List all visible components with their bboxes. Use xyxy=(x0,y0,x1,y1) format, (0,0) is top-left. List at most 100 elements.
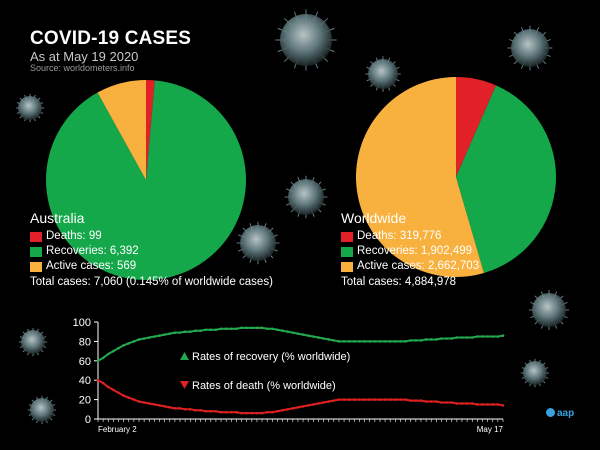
recovery-rate-point xyxy=(168,332,172,335)
recovery-rate-point xyxy=(347,340,351,343)
recovery-rate-point xyxy=(255,326,259,330)
recovery-rate-point xyxy=(332,339,336,342)
recovery-rate-point xyxy=(209,328,213,332)
death-rate-point xyxy=(96,378,100,382)
death-rate-point xyxy=(173,407,177,410)
aap-logo-icon xyxy=(546,408,555,417)
recovery-rate-point xyxy=(158,334,161,337)
death-rate-point xyxy=(347,398,351,401)
recovery-rate-point xyxy=(455,336,459,339)
death-rate-point xyxy=(460,402,464,405)
y-tick-label: 40 xyxy=(79,375,91,387)
death-rate-point xyxy=(265,410,269,414)
death-rate-point xyxy=(127,396,131,399)
death-rate-point xyxy=(296,406,300,409)
death-rate-point xyxy=(204,409,207,413)
death-rate-point xyxy=(142,401,146,404)
recovery-rate-point xyxy=(178,331,182,334)
virus-particle-icon xyxy=(507,25,553,71)
recovery-rate-point xyxy=(496,335,500,338)
death-rate-point xyxy=(435,400,438,403)
death-rate-point xyxy=(322,401,325,404)
recovery-rate-point xyxy=(122,343,125,347)
recovery-rate-point xyxy=(337,340,341,343)
recovery-rate-point xyxy=(235,327,238,331)
worldwide-legend: Worldwide Deaths: 319,776 Recoveries: 1,… xyxy=(341,211,479,290)
recovery-rate-point xyxy=(306,334,310,337)
worldwide-pie-chart xyxy=(355,77,556,277)
death-rate-point xyxy=(255,411,259,415)
recovery-rate-point xyxy=(378,340,382,343)
death-rate-point xyxy=(470,402,474,405)
recovery-rate-point xyxy=(194,329,197,333)
death-rate-point xyxy=(455,402,459,405)
death-rate-point xyxy=(235,410,238,414)
australia-active-label: Active cases: 569 xyxy=(46,260,137,272)
death-rate-point xyxy=(496,403,500,406)
death-rate-point xyxy=(178,407,182,410)
recovery-rate-point xyxy=(322,337,325,340)
recovery-rate-point xyxy=(286,330,289,334)
death-rate-point xyxy=(491,403,495,406)
death-rate-point xyxy=(306,404,310,407)
legend-recoveries: Recoveries: 1,902,499 xyxy=(341,244,479,259)
recovery-rate-point xyxy=(470,336,474,339)
death-rate-point xyxy=(501,404,505,407)
death-rate-point xyxy=(327,400,330,403)
death-rate-point xyxy=(250,411,254,415)
virus-particle-icon xyxy=(27,395,57,425)
death-rate-point xyxy=(240,411,243,415)
recovery-rate-point xyxy=(404,340,407,343)
death-rate-point xyxy=(137,400,141,403)
australia-legend: Australia Deaths: 99 Recoveries: 6,392 A… xyxy=(30,211,273,290)
recovery-rate-point xyxy=(383,340,387,343)
death-rate-point xyxy=(378,398,382,401)
recovery-rate-point xyxy=(353,340,356,343)
recovery-rate-point xyxy=(373,340,377,343)
death-rate-point xyxy=(388,398,392,401)
y-tick-label: 60 xyxy=(79,356,91,368)
legend-recoveries: Recoveries: 6,392 xyxy=(30,244,273,259)
legend-deaths: Deaths: 319,776 xyxy=(341,229,479,244)
death-rate-point xyxy=(399,398,402,401)
death-rate-point xyxy=(419,399,423,402)
death-rate-point xyxy=(168,406,172,409)
recovery-rate-point xyxy=(276,328,279,332)
x-tick-label-start: February 2 xyxy=(98,425,137,434)
death-rate-point xyxy=(260,411,264,415)
virus-particle-icon xyxy=(18,327,48,357)
death-rate-point xyxy=(271,410,274,414)
worldwide-total-label: Total cases: 4,884,978 xyxy=(341,276,457,288)
legend-deaths: Deaths: 99 xyxy=(30,229,273,244)
death-rate-point xyxy=(112,388,115,392)
death-rate-point xyxy=(291,407,295,410)
recovery-rate-point xyxy=(476,335,479,338)
pie-slice-active xyxy=(355,77,484,277)
recovery-rate-point xyxy=(271,327,274,331)
recovery-rate-point xyxy=(465,336,469,339)
recovery-rate-point xyxy=(204,328,207,332)
recovery-rate-point xyxy=(486,335,489,338)
recovery-rate-point xyxy=(219,327,223,331)
recovery-rate-point xyxy=(312,335,315,338)
death-rate-point xyxy=(337,398,341,401)
death-rate-point xyxy=(373,398,377,401)
recovery-rate-point xyxy=(245,326,248,330)
death-rate-point xyxy=(229,410,233,414)
death-rate-point xyxy=(332,399,336,402)
recovery-rate-point xyxy=(183,330,187,334)
death-rate-point xyxy=(224,410,228,414)
recovery-rate-point xyxy=(435,338,438,341)
death-rate-point xyxy=(312,403,315,406)
triangle-down-icon xyxy=(180,381,189,389)
worldwide-recoveries-label: Recoveries: 1,902,499 xyxy=(357,245,473,257)
recovery-rate-point xyxy=(137,338,141,341)
death-rate-point xyxy=(383,398,387,401)
page-title: COVID-19 CASES xyxy=(30,28,192,49)
death-rate-point xyxy=(188,408,192,411)
recovery-rate-point xyxy=(229,327,233,331)
death-rate-point xyxy=(445,401,448,404)
virus-particle-icon xyxy=(275,9,337,71)
recovery-rate-point xyxy=(394,340,397,343)
x-tick-label-end: May 17 xyxy=(477,425,504,434)
